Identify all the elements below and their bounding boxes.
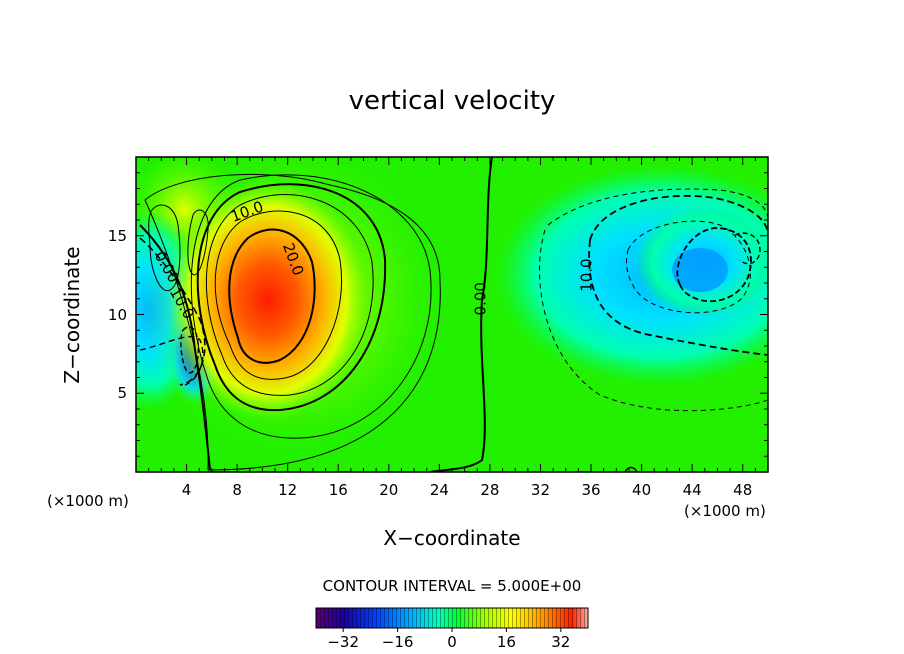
y-axis-label: Z−coordinate xyxy=(60,246,84,384)
axis-ticks xyxy=(136,157,768,472)
y-tick-label: 15 xyxy=(107,226,127,245)
colorbar: −32 −16 0 16 32 xyxy=(315,607,589,651)
x-tick-label: 48 xyxy=(733,481,753,499)
x-tick-label: 40 xyxy=(632,481,652,499)
y-tick-label: 10 xyxy=(107,305,127,324)
colorbar-tick-label: 0 xyxy=(447,633,457,651)
colorbar-tick-label: −16 xyxy=(382,633,414,651)
x-tick-label: 8 xyxy=(232,481,242,499)
colorbar-tick-label: 32 xyxy=(551,633,570,651)
x-unit-left: (×1000 m) xyxy=(47,492,129,510)
x-tick-label: 36 xyxy=(581,481,601,499)
x-tick-label: 44 xyxy=(682,481,702,499)
x-tick-label: 20 xyxy=(379,481,399,499)
x-tick-label: 12 xyxy=(278,481,298,499)
contour-label: 0.00 xyxy=(472,282,490,315)
contour-label: 10.0 xyxy=(578,258,596,291)
x-tick-label: 28 xyxy=(480,481,500,499)
x-tick-label: 16 xyxy=(328,481,348,499)
x-axis-label: X−coordinate xyxy=(383,526,521,550)
y-tick-label: 5 xyxy=(117,384,127,403)
colorbar-levels xyxy=(316,608,588,628)
colorbar-tick-label: −32 xyxy=(327,633,359,651)
x-tick-label: 32 xyxy=(530,481,551,499)
colorbar-tick-label: 16 xyxy=(497,633,516,651)
x-unit-right: (×1000 m) xyxy=(684,502,766,520)
chart-title: vertical velocity xyxy=(348,86,556,116)
x-tick-label: 24 xyxy=(429,481,449,499)
x-tick-label: 4 xyxy=(181,481,192,499)
contours xyxy=(139,157,768,472)
contour-interval: CONTOUR INTERVAL = 5.000E+00 xyxy=(322,577,582,595)
